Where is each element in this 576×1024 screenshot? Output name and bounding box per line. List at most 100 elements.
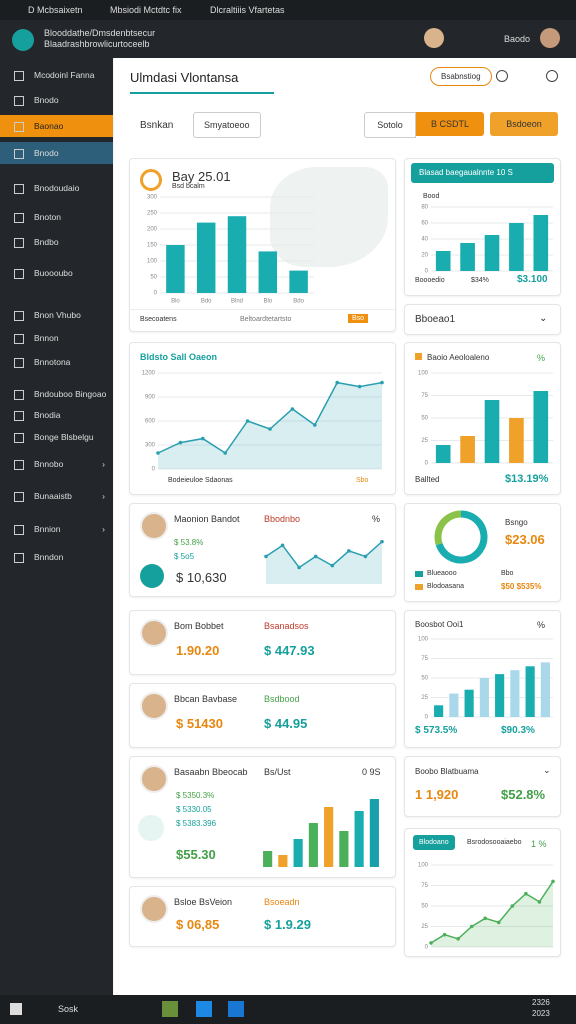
bar xyxy=(533,391,549,463)
donut-segment xyxy=(435,510,488,564)
bar xyxy=(354,811,364,867)
x-tick-label: Blo xyxy=(171,299,180,305)
icon xyxy=(14,390,24,400)
icon xyxy=(138,815,164,841)
chevron: ⌄ xyxy=(543,765,551,775)
stat: $ 53.8% xyxy=(174,538,204,547)
sidebar-label: Buoooubo xyxy=(34,268,73,278)
card-title: Bldsto Sall Oaeon xyxy=(140,352,218,362)
icon xyxy=(140,564,164,588)
sidebar-item[interactable]: Bnnotona xyxy=(0,351,113,373)
filter-select[interactable]: Smyatoeoo xyxy=(193,112,261,138)
point xyxy=(537,900,542,904)
header-button[interactable]: Bsabnstiog xyxy=(430,67,492,86)
sidebar-item[interactable]: Bonge Blsbelgu xyxy=(0,426,113,448)
sidebar-item[interactable]: Bnnon xyxy=(0,327,113,349)
app-icon[interactable] xyxy=(196,1001,212,1017)
icon[interactable] xyxy=(546,70,558,82)
sidebar-label: Bnnon xyxy=(34,333,59,343)
sidebar-item[interactable]: Baonao xyxy=(0,115,113,137)
address-bar: Blooddathe/Dmsdenbtsecur Blaadrashbrowli… xyxy=(0,20,576,58)
tab[interactable]: D Mcbsaixetn xyxy=(28,5,83,15)
app-icon[interactable] xyxy=(162,1001,178,1017)
sidebar-item[interactable]: Bnnion › xyxy=(0,518,113,540)
bar xyxy=(509,223,524,271)
card-footer: Bsecoatens xyxy=(140,316,177,323)
y-tick-label: 250 xyxy=(147,211,158,217)
chart: 0 25 50 75 100 xyxy=(418,371,553,467)
icon xyxy=(14,269,24,279)
sidebar-item[interactable]: Bnnobo › xyxy=(0,453,113,475)
tab[interactable]: Mbsiodi Mctdtc fix xyxy=(110,5,182,15)
icon[interactable] xyxy=(496,70,508,82)
y-tick-label: 75 xyxy=(421,883,428,889)
card: Boosbot Ooi1 % 0 25 50 75 100 $ 573.5% $90.3… xyxy=(404,610,561,748)
toolbar-button[interactable]: Baodo xyxy=(504,34,531,44)
search[interactable]: Sosk xyxy=(58,1004,79,1014)
stat: $ 5383.396 xyxy=(176,819,217,828)
bar xyxy=(324,807,334,867)
avatar[interactable] xyxy=(540,28,560,48)
sidebar-item[interactable]: Bnodoudaio xyxy=(0,177,113,199)
tab[interactable]: Dlcraltiiis Vfartetas xyxy=(210,5,285,15)
chevron: › xyxy=(102,524,105,534)
filter-tab-active[interactable]: B CSDTL xyxy=(416,112,484,136)
taskbar: Sosk 2326 2023 xyxy=(0,995,576,1024)
legend-swatch xyxy=(415,571,423,577)
x-tick-label: Blo xyxy=(263,299,272,305)
action-button[interactable]: Bsdoeon xyxy=(490,112,558,136)
point xyxy=(264,554,268,559)
y-tick-label: 0 xyxy=(425,945,429,951)
value: 1 1,920 xyxy=(415,787,459,802)
icon xyxy=(14,149,24,159)
sidebar-item[interactable]: Bnon Vhubo xyxy=(0,304,113,326)
chart: 0 20 40 60 80 xyxy=(421,205,553,275)
y-tick-label: 25 xyxy=(421,924,428,930)
bar xyxy=(484,400,500,463)
icon xyxy=(14,492,24,502)
icon xyxy=(14,460,24,470)
bar xyxy=(369,799,379,867)
tag: Bsanadsos xyxy=(264,621,309,631)
map xyxy=(270,167,388,267)
y-tick-label: 0 xyxy=(425,715,429,721)
sidebar-item[interactable]: Bnodo xyxy=(0,89,113,111)
card: Bsngo $23.06 Blueaooo Blodoasana Bbo $50… xyxy=(404,503,561,602)
card-footer: Bodeieuloe Sdaonas xyxy=(168,477,233,484)
stat: $ 5330.05 xyxy=(176,805,212,814)
point xyxy=(357,384,362,389)
filter-tab[interactable]: Sotolo xyxy=(364,112,416,138)
point xyxy=(335,380,339,385)
value: $ 51430 xyxy=(176,716,223,731)
point xyxy=(469,924,474,929)
start-button[interactable] xyxy=(10,1003,22,1015)
point xyxy=(201,436,205,441)
bar xyxy=(540,662,550,717)
legend-swatch xyxy=(415,584,423,590)
sidebar-item[interactable]: Bnoton xyxy=(0,206,113,228)
sidebar-item[interactable]: Bndbo xyxy=(0,231,113,253)
x-tick-label: Bdo xyxy=(201,299,212,305)
stat: $ 5o5 xyxy=(174,552,195,561)
card-button[interactable]: Blodoano xyxy=(413,835,455,850)
card-title: Blasad baegaualnnte 10 S xyxy=(411,163,554,183)
sidebar-item[interactable]: Bnndon xyxy=(0,546,113,568)
legend: Blueaooo xyxy=(427,570,457,577)
dropdown[interactable]: Bboeao1 ⌄ xyxy=(404,304,561,335)
bar xyxy=(289,270,308,293)
sidebar-item[interactable]: Bnodo xyxy=(0,142,113,164)
sidebar-item[interactable]: Bnodia xyxy=(0,404,113,426)
sidebar-item[interactable]: Bunaaistb › xyxy=(0,485,113,507)
badge[interactable]: Bso xyxy=(348,314,369,323)
sidebar-item[interactable]: Mcodoinl Fanna xyxy=(0,64,113,86)
area xyxy=(266,541,382,584)
bar xyxy=(479,678,489,717)
sidebar-item[interactable]: Buoooubo xyxy=(0,262,113,284)
bar xyxy=(434,705,444,717)
sidebar-label: Bunaaistb xyxy=(34,491,72,501)
app-icon[interactable] xyxy=(228,1001,244,1017)
sidebar-item[interactable]: Bndouboo Bingoao xyxy=(0,383,113,405)
stat: $ 5350.3% xyxy=(176,791,215,800)
avatar[interactable] xyxy=(424,28,444,48)
divider xyxy=(130,309,395,310)
